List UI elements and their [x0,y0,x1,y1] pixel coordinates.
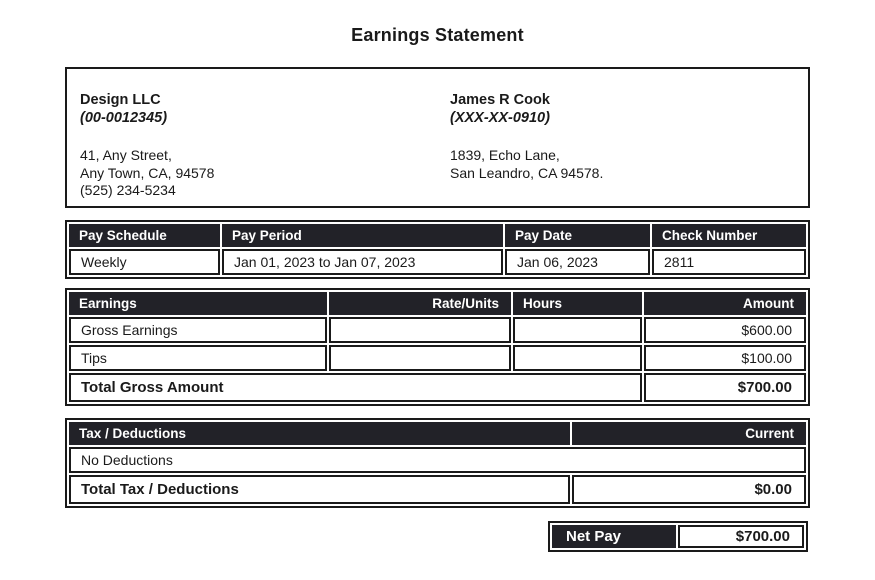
header-hours: Hours [513,292,642,315]
header-current: Current [572,422,806,445]
earnings-table: Earnings Rate/Units Hours Amount Gross E… [65,288,810,406]
deduction-label: No Deductions [69,447,806,473]
header-rate-units: Rate/Units [329,292,511,315]
parties-info-box: Design LLC (00-0012345) 41, Any Street, … [65,67,810,208]
earnings-row: Tips $100.00 [69,345,806,371]
earnings-total-amount: $700.00 [644,373,806,402]
earnings-amount: $600.00 [644,317,806,343]
employee-address-line: 1839, Echo Lane, [450,147,560,163]
employer-address-line: Any Town, CA, 94578 [80,164,215,181]
earnings-hours [513,345,642,371]
employee-address-line: San Leandro, CA 94578. [450,164,604,181]
earnings-rate-units [329,317,511,343]
page-title: Earnings Statement [351,25,524,45]
earnings-label: Gross Earnings [69,317,327,343]
header-pay-date: Pay Date [505,224,650,247]
value-check-number: 2811 [652,249,806,275]
netpay-label: Net Pay [552,525,676,548]
employee-name: James R Cook [450,92,550,108]
header-pay-period: Pay Period [222,224,503,247]
value-pay-period: Jan 01, 2023 to Jan 07, 2023 [222,249,503,275]
earnings-total-row: Total Gross Amount $700.00 [69,373,806,402]
value-pay-date: Jan 06, 2023 [505,249,650,275]
earnings-total-label: Total Gross Amount [69,373,642,402]
employer-name: Design LLC [80,92,161,108]
earnings-row: Gross Earnings $600.00 [69,317,806,343]
earnings-amount: $100.00 [644,345,806,371]
earnings-header-row: Earnings Rate/Units Hours Amount [69,292,806,315]
employer-address-line: 41, Any Street, [80,147,172,163]
header-tax-deductions: Tax / Deductions [69,422,570,445]
employer-address: 41, Any Street, Any Town, CA, 94578 (525… [80,147,214,200]
header-earnings: Earnings [69,292,327,315]
employer-info: Design LLC (00-0012345) 41, Any Street, … [80,92,214,200]
header-amount: Amount [644,292,806,315]
header-pay-schedule: Pay Schedule [69,224,220,247]
earnings-hours [513,317,642,343]
deductions-total-row: Total Tax / Deductions $0.00 [69,475,806,504]
pay-info-table: Pay Schedule Pay Period Pay Date Check N… [65,220,810,279]
employee-ssn: (XXX-XX-0910) [450,109,550,126]
pay-info-row: Weekly Jan 01, 2023 to Jan 07, 2023 Jan … [69,249,806,275]
deductions-total-label: Total Tax / Deductions [69,475,570,504]
deductions-table: Tax / Deductions Current No Deductions T… [65,418,810,508]
deductions-header-row: Tax / Deductions Current [69,422,806,445]
netpay-amount: $700.00 [678,525,804,548]
deductions-total-amount: $0.00 [572,475,806,504]
header-check-number: Check Number [652,224,806,247]
pay-info-header-row: Pay Schedule Pay Period Pay Date Check N… [69,224,806,247]
employee-address: 1839, Echo Lane, San Leandro, CA 94578. [450,147,603,182]
netpay-box: Net Pay $700.00 [548,521,808,552]
employee-info: James R Cook (XXX-XX-0910) 1839, Echo La… [450,92,603,182]
earnings-rate-units [329,345,511,371]
employer-phone: (525) 234-5234 [80,182,176,198]
earnings-label: Tips [69,345,327,371]
employer-id: (00-0012345) [80,109,168,126]
deductions-row: No Deductions [69,447,806,473]
value-pay-schedule: Weekly [69,249,220,275]
